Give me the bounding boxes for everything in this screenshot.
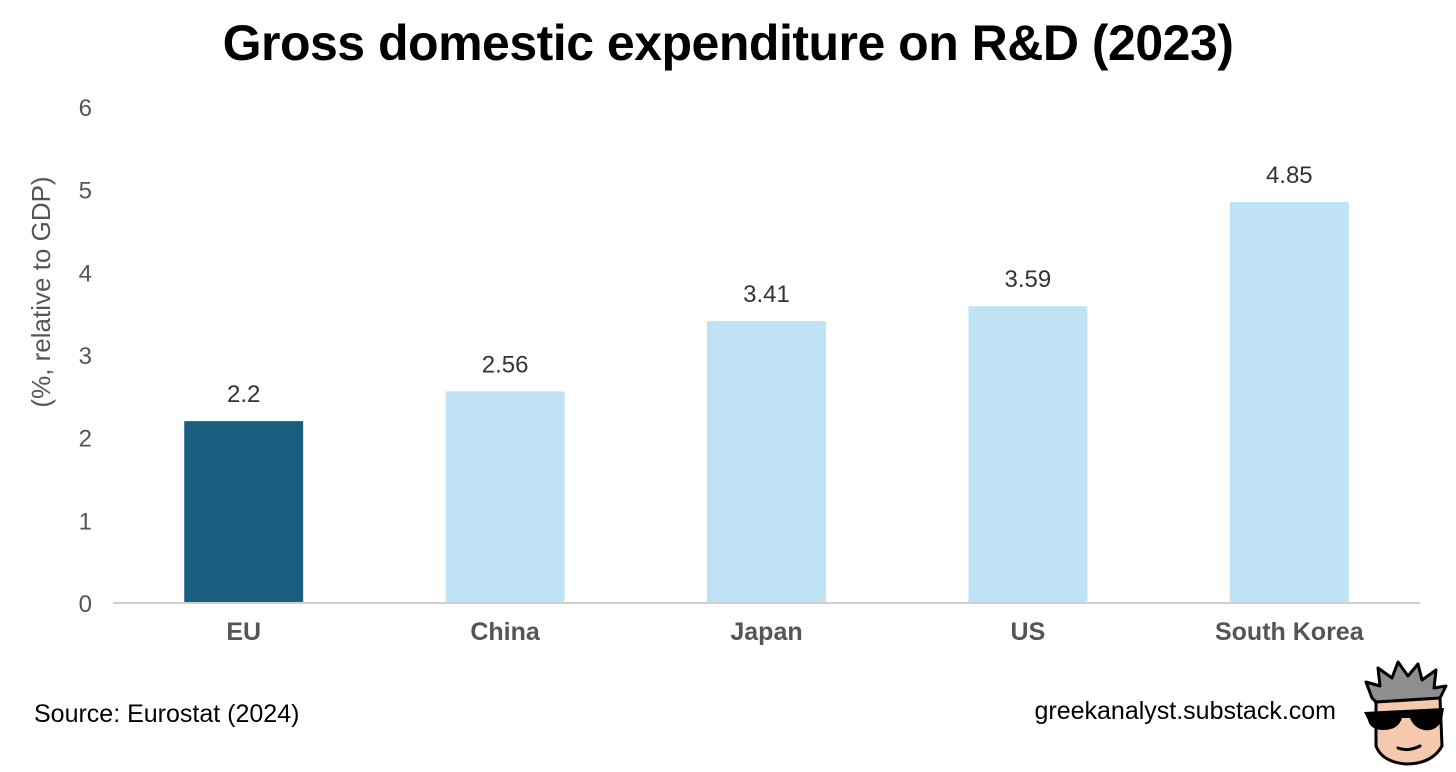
value-label: 3.41 <box>743 281 790 308</box>
bars <box>184 202 1349 604</box>
y-axis-label: (%, relative to GDP) <box>26 176 56 407</box>
value-label: 2.2 <box>227 381 260 408</box>
y-axis-ticks: 0 1 2 3 4 5 6 <box>79 95 92 618</box>
category-label: South Korea <box>1215 618 1365 646</box>
sunglasses-icon <box>1364 708 1444 731</box>
y-tick-label: 5 <box>79 178 92 205</box>
category-label: EU <box>226 618 261 646</box>
site-link[interactable]: greekanalyst.substack.com <box>1034 697 1336 725</box>
bar-japan <box>707 321 826 603</box>
y-tick-label: 0 <box>79 591 92 618</box>
y-tick-label: 4 <box>79 260 92 287</box>
mascot-face <box>1374 696 1444 766</box>
chart-title: Gross domestic expenditure on R&D (2023) <box>222 15 1234 71</box>
y-tick-label: 3 <box>79 343 92 370</box>
y-tick-label: 6 <box>79 95 92 122</box>
mascot-logo <box>1364 660 1448 766</box>
value-label: 3.59 <box>1005 266 1052 293</box>
y-tick-label: 2 <box>79 426 92 453</box>
bar-south-korea <box>1229 202 1349 604</box>
bar-chart: 0 1 2 3 4 5 6 (%, relative to GDP) 2.2 2.56 3.41… <box>26 95 1420 646</box>
mascot-mouth <box>1396 744 1422 752</box>
category-label: China <box>470 618 541 646</box>
bar-china <box>445 391 565 603</box>
value-label: 4.85 <box>1266 162 1313 189</box>
category-label: Japan <box>730 618 802 646</box>
category-labels: EU China Japan US South Korea <box>226 618 1364 646</box>
bar-eu <box>184 421 304 603</box>
value-label: 2.56 <box>482 351 529 378</box>
bar-us <box>968 306 1088 603</box>
category-label: US <box>1011 618 1046 646</box>
value-labels: 2.2 2.56 3.41 3.59 4.85 <box>227 162 1313 408</box>
source-note: Source: Eurostat (2024) <box>34 700 300 728</box>
y-tick-label: 1 <box>79 508 92 535</box>
